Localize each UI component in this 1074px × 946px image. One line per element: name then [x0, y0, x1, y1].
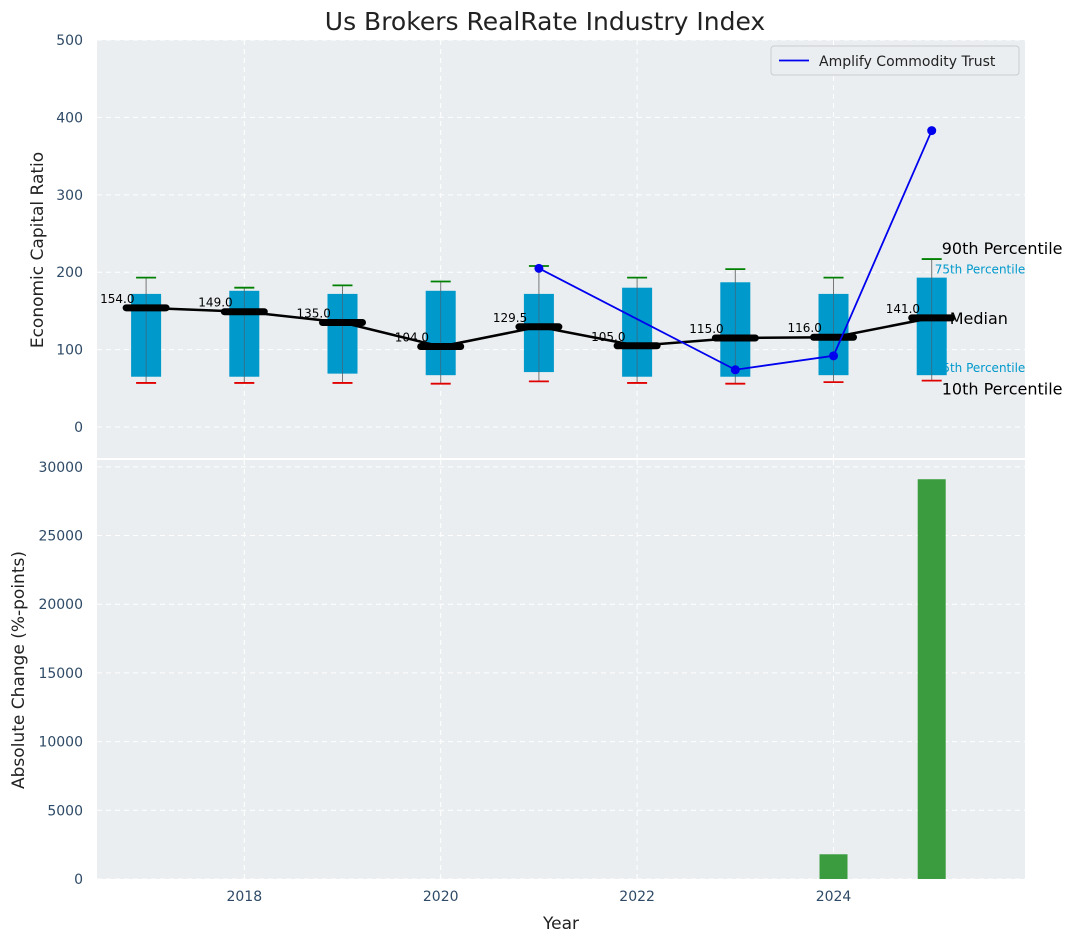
y-tick-label: 30000 [38, 460, 83, 476]
top-y-ticks: 0 100 200 300 400 500 [56, 33, 83, 436]
legend: Amplify Commodity Trust [770, 45, 1020, 76]
median-trend: 154.0 149.0 135.0 104.0 129.5 105.0 115.0 116.0… [100, 292, 956, 351]
change-bar [917, 479, 946, 879]
y-tick-label: 25000 [38, 529, 83, 545]
series-point [927, 126, 937, 136]
annotation-p90: 90th Percentile [942, 239, 1063, 258]
annotation-p75: 75th Percentile [935, 263, 1026, 277]
x-tick-label: 2022 [619, 889, 655, 905]
x-ticks: 2018 2020 2022 2024 [226, 889, 851, 905]
median-value-label: 135.0 [297, 307, 331, 321]
annotation-p10: 10th Percentile [942, 380, 1063, 399]
y-tick-label: 300 [56, 188, 83, 204]
y-tick-label: 5000 [47, 803, 83, 819]
median-value-label: 154.0 [100, 292, 134, 306]
median-value-label: 115.0 [689, 322, 723, 336]
top-y-axis-label: Economic Capital Ratio [28, 152, 48, 348]
bottom-y-axis-label: Absolute Change (%-points) [9, 551, 29, 789]
series-point [534, 263, 544, 273]
y-tick-label: 200 [56, 265, 83, 281]
x-tick-label: 2018 [226, 889, 262, 905]
change-bars [819, 479, 946, 879]
median-value-label: 105.0 [591, 330, 625, 344]
y-tick-label: 400 [56, 110, 83, 126]
percentile-annotations: 90th Percentile 75th Percentile Median 25th… [935, 239, 1063, 399]
y-tick-label: 0 [74, 420, 83, 436]
median-value-label: 141.0 [886, 302, 920, 316]
amplify-series [534, 126, 937, 375]
x-axis-label: Year [542, 914, 579, 934]
median-value-label: 129.5 [493, 311, 527, 325]
series-line [538, 130, 933, 371]
y-tick-label: 500 [56, 33, 83, 49]
y-tick-label: 20000 [38, 597, 83, 613]
chart-title: Us Brokers RealRate Industry Index [325, 7, 765, 36]
box-plots [131, 258, 947, 385]
y-tick-label: 100 [56, 343, 83, 359]
legend-entry: Amplify Commodity Trust [819, 54, 996, 70]
bottom-gridlines [97, 460, 1025, 880]
top-plot-area [97, 40, 1025, 458]
series-point [730, 365, 740, 375]
y-tick-label: 15000 [38, 666, 83, 682]
y-tick-label: 0 [74, 872, 83, 888]
bottom-plot-area [97, 460, 1025, 879]
x-tick-label: 2020 [423, 889, 459, 905]
y-tick-label: 10000 [38, 735, 83, 751]
x-tick-label: 2024 [816, 889, 852, 905]
median-value-label: 149.0 [198, 296, 232, 310]
median-value-label: 104.0 [395, 331, 429, 345]
annotation-p25: 25th Percentile [935, 361, 1026, 375]
bottom-y-ticks: 0 5000 10000 15000 20000 25000 30000 [38, 460, 83, 888]
change-bar [819, 854, 848, 879]
median-value-label: 116.0 [788, 321, 822, 335]
series-point [829, 351, 839, 361]
annotation-median: Median [950, 309, 1008, 328]
